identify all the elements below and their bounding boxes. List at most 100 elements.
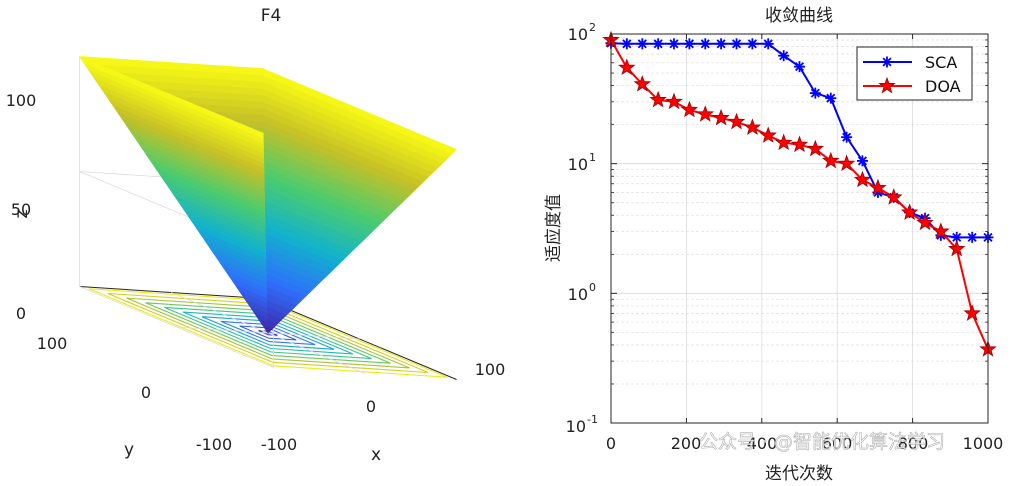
axes-box: [610, 33, 989, 424]
data-point-doa: [618, 58, 636, 76]
data-point-doa: [759, 126, 777, 143]
legend-label-sca: SCA: [925, 53, 957, 72]
legend-marker: [878, 76, 896, 94]
z-tick-0: 0: [16, 304, 26, 323]
y-tick-base: 10: [568, 285, 588, 304]
data-point-doa: [680, 100, 699, 118]
legend: SCA DOA: [856, 46, 973, 101]
y-tick-exp: 2: [589, 21, 596, 34]
watermark: 公众号 · @智能优化算法学习: [699, 431, 945, 453]
data-point-doa: [932, 222, 950, 239]
data-point-doa: [884, 188, 903, 205]
convergence-xlabel: 迭代次数: [765, 464, 833, 484]
contour-line: [258, 330, 278, 336]
data-point-sca: [746, 38, 758, 50]
contour-line: [164, 306, 372, 360]
y-tick-exp: 0: [589, 281, 596, 294]
marker-stroke: [637, 39, 647, 49]
marker-stroke: [794, 62, 805, 72]
marker-stroke: [882, 57, 892, 67]
tick-marks: [610, 33, 989, 424]
contour-line: [220, 320, 316, 346]
marker-stroke: [842, 132, 852, 142]
marker-stroke: [700, 39, 710, 49]
marker-stroke: [857, 156, 867, 166]
data-point-sca: [699, 38, 711, 50]
y-tick-label-100: 10 2: [568, 21, 596, 44]
marker-stroke: [732, 39, 742, 49]
marker-stroke: [622, 39, 632, 49]
data-point-doa: [790, 135, 809, 153]
y-tick-label-0.1: 10 -1: [566, 413, 598, 436]
data-point-sca: [809, 87, 821, 99]
data-point-doa: [822, 151, 840, 169]
data-point-doa: [900, 203, 919, 220]
data-point-doa: [743, 118, 762, 135]
data-point-doa: [963, 304, 981, 321]
data-point-sca: [683, 38, 695, 50]
surface-plot: F4 0 50 100 z 100 0 -100 y -100 0 100 x: [6, 6, 506, 465]
y-tick-exp: -1: [587, 413, 598, 426]
y-tick-base: 10: [566, 417, 586, 436]
data-point-doa: [649, 90, 667, 108]
x-tick-neg100: -100: [261, 435, 297, 454]
data-point-sca: [731, 38, 743, 50]
y-tick-0: 0: [141, 383, 151, 402]
data-point-doa: [727, 112, 746, 130]
surface-faces: [78, 55, 458, 334]
y-tick-base: 10: [568, 25, 588, 44]
data-point-doa: [853, 170, 872, 188]
data-point-sca: [715, 38, 727, 50]
data-point-sca: [636, 38, 648, 50]
y-tick-label-1: 10 0: [568, 281, 596, 304]
convergence-plot: 收敛曲线 10 2 10 1 10 0 10 -1 0 200 400 600 …: [544, 6, 1003, 484]
surface-title: F4: [261, 6, 282, 26]
data-point-sca: [652, 38, 664, 50]
data-point-sca: [778, 50, 790, 62]
contour-line: [126, 297, 410, 369]
y-tick-100: 100: [37, 334, 68, 353]
z-tick-100: 100: [6, 91, 37, 110]
marker-stroke: [810, 88, 820, 98]
contour-line: [145, 302, 391, 364]
data-point-doa: [696, 105, 715, 122]
data-point-doa: [633, 75, 652, 92]
y-axis-label: y: [124, 440, 134, 460]
legend-marker-sca: [881, 56, 893, 68]
z-axis-label: z: [12, 209, 32, 218]
x-tick-label-200: 200: [671, 434, 702, 453]
contour-line: [182, 311, 354, 355]
legend-marker-doa: [878, 76, 896, 94]
marker-stroke: [716, 39, 726, 49]
x-tick-label-600: 600: [822, 434, 853, 453]
contour-line: [107, 292, 429, 374]
marker-stroke: [763, 39, 773, 49]
marker-stroke: [669, 39, 679, 49]
x-tick-label-800: 800: [898, 434, 929, 453]
x-tick-100: 100: [475, 360, 506, 379]
marker-stroke: [653, 39, 663, 49]
legend-label-doa: DOA: [925, 77, 961, 96]
data-point-sca: [841, 131, 853, 143]
legend-box: [856, 46, 973, 101]
surface-face: [262, 68, 458, 155]
data-point-doa: [869, 178, 887, 196]
data-point-doa: [665, 92, 683, 110]
convergence-ylabel: 适应度值: [544, 194, 564, 262]
data-point-sca: [668, 38, 680, 50]
data-point-sca: [966, 231, 978, 243]
data-point-doa: [916, 213, 934, 231]
data-point-doa: [806, 139, 824, 157]
x-tick-label-400: 400: [747, 434, 778, 453]
data-point-sca: [621, 38, 633, 50]
data-point-sca: [856, 155, 868, 167]
data-point-doa: [947, 239, 966, 257]
marker-stroke: [779, 51, 789, 61]
y-tick-neg100: -100: [196, 435, 232, 454]
legend-marker: [881, 56, 893, 68]
data-point-doa: [837, 154, 856, 172]
x-tick-0: 0: [366, 397, 376, 416]
marker-stroke: [967, 232, 977, 242]
contour-group: [88, 288, 448, 378]
